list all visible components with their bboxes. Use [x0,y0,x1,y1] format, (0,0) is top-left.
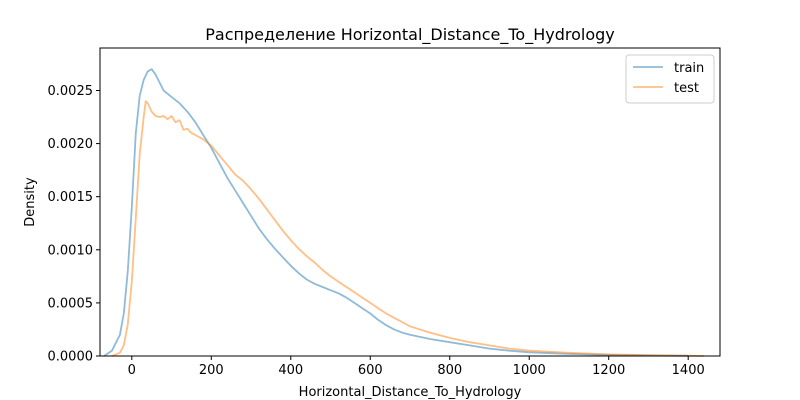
x-axis-ticks: 0 200 400 600 800 1000 1200 1400 [128,356,705,378]
plot-lines [103,68,705,357]
y-tick-label: 0.0020 [48,137,94,152]
x-tick-label: 1200 [592,363,625,378]
x-tick-label: 800 [437,363,462,378]
axes-frame [99,47,721,357]
y-tick-label: 0.0005 [48,296,94,311]
x-tick-label: 1400 [672,363,705,378]
series-line-test [111,100,705,357]
y-tick-label: 0.0025 [48,84,94,99]
chart-title: Распределение Horizontal_Distance_To_Hyd… [205,25,615,45]
y-tick-label: 0.0010 [48,243,94,258]
x-tick-label: 400 [278,363,303,378]
x-tick-label: 600 [358,363,383,378]
x-tick-label: 1000 [513,363,546,378]
y-axis-ticks: 0.0000 0.0005 0.0010 0.0015 0.0020 0.0025 [48,84,100,365]
y-axis-title: Density [23,177,38,227]
x-tick-label: 0 [128,363,136,378]
x-tick-label: 200 [199,363,224,378]
y-tick-label: 0.0015 [48,190,94,205]
y-tick-label: 0.0000 [48,350,94,365]
legend-label-train: train [674,61,704,76]
series-line-train [103,68,689,357]
legend: train test [625,54,715,104]
legend-label-test: test [674,81,699,96]
x-axis-title: Horizontal_Distance_To_Hydrology [299,385,522,400]
